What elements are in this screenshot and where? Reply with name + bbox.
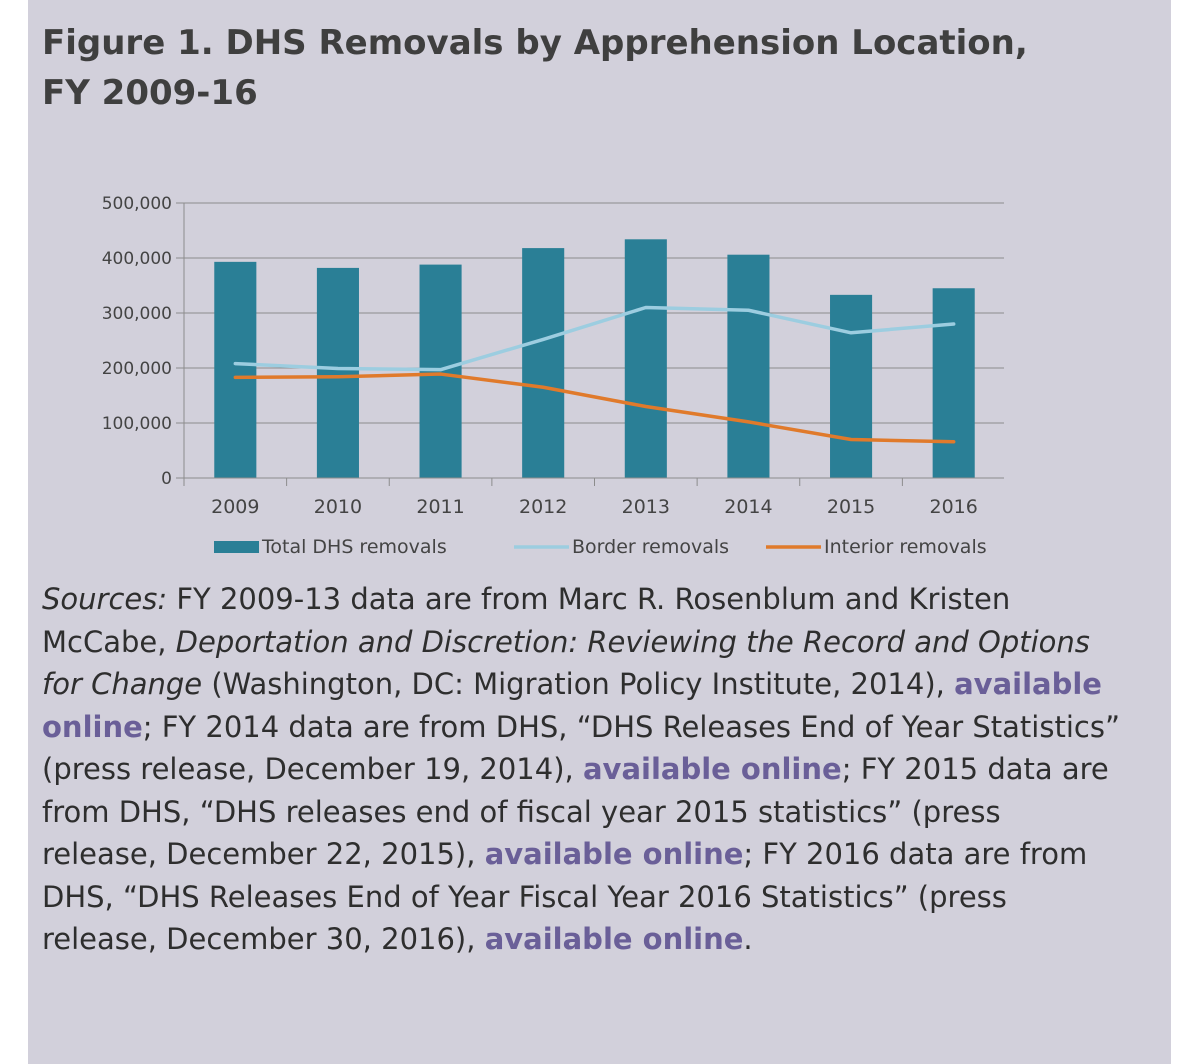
bar-total-removals [316,267,359,478]
legend-label: Interior removals [824,536,987,558]
available-online-link[interactable]: available online [42,667,1102,744]
y-tick-label: 500,000 [102,194,172,214]
bars [214,239,975,478]
sources-text: (Washington, DC: Migration Policy Instit… [202,667,955,701]
x-tick-label: 2010 [314,496,362,518]
y-tick-label: 200,000 [102,359,172,379]
bar-total-removals [932,288,975,478]
border-removals-line [233,305,956,372]
y-tick-label: 0 [161,469,172,489]
bar-total-removals [624,239,667,478]
gridlines [184,202,1004,424]
report-title: Deportation and Discretion: Reviewing th… [42,624,1090,702]
bar-total-removals [727,254,770,478]
bar-total-removals [522,248,565,478]
available-online-link[interactable]: available online [582,752,842,786]
interior-removals-line [233,372,956,444]
x-tick-label: 2015 [827,496,875,518]
y-tick-label: 100,000 [102,414,172,434]
y-tick-label: 400,000 [102,249,172,269]
legend: Total DHS removals Border removals Interio… [214,536,987,558]
x-tick-label: 2016 [930,496,978,518]
x-tick-label: 2012 [519,496,567,518]
figure-title: Figure 1. DHS Removals by Apprehension L… [42,23,1028,113]
figure-panel [28,0,1171,1064]
x-tick-label: 2014 [724,496,772,518]
sources-text: ; FY 2014 data are from DHS, “DHS Releas… [42,709,1120,787]
sources-note: Sources: FY 2009-13 data are from Marc R… [42,578,1122,961]
lines [233,305,956,444]
legend-swatch [214,541,259,553]
sources-text: . [743,922,753,956]
x-tick-label: 2013 [622,496,670,518]
bar-total-removals [214,261,257,478]
available-online-link[interactable]: available online [484,922,744,956]
x-tick-label: 2009 [211,496,259,518]
available-online-link[interactable]: available online [484,837,744,871]
x-tick-label: 2011 [416,496,464,518]
y-tick-label: 300,000 [102,304,172,324]
legend-label: Border removals [572,536,729,558]
sources-text: FY 2009-13 data are from Marc R. Rosenbl… [42,582,1011,659]
bar-total-removals [830,294,873,478]
sources-text: ; FY 2015 data are from DHS, “DHS releas… [42,752,1109,871]
axes: 0 100,000 200,000 300,000 400,000 500,000 2009… [102,194,1004,518]
line-bar-chart: 0 100,000 200,000 300,000 400,000 500,000 2009… [102,194,1004,558]
sources-label: Sources: [42,582,168,616]
legend-label: Total DHS removals [261,536,447,558]
sources-text: ; FY 2016 data are from DHS, “DHS Releas… [42,837,1088,956]
